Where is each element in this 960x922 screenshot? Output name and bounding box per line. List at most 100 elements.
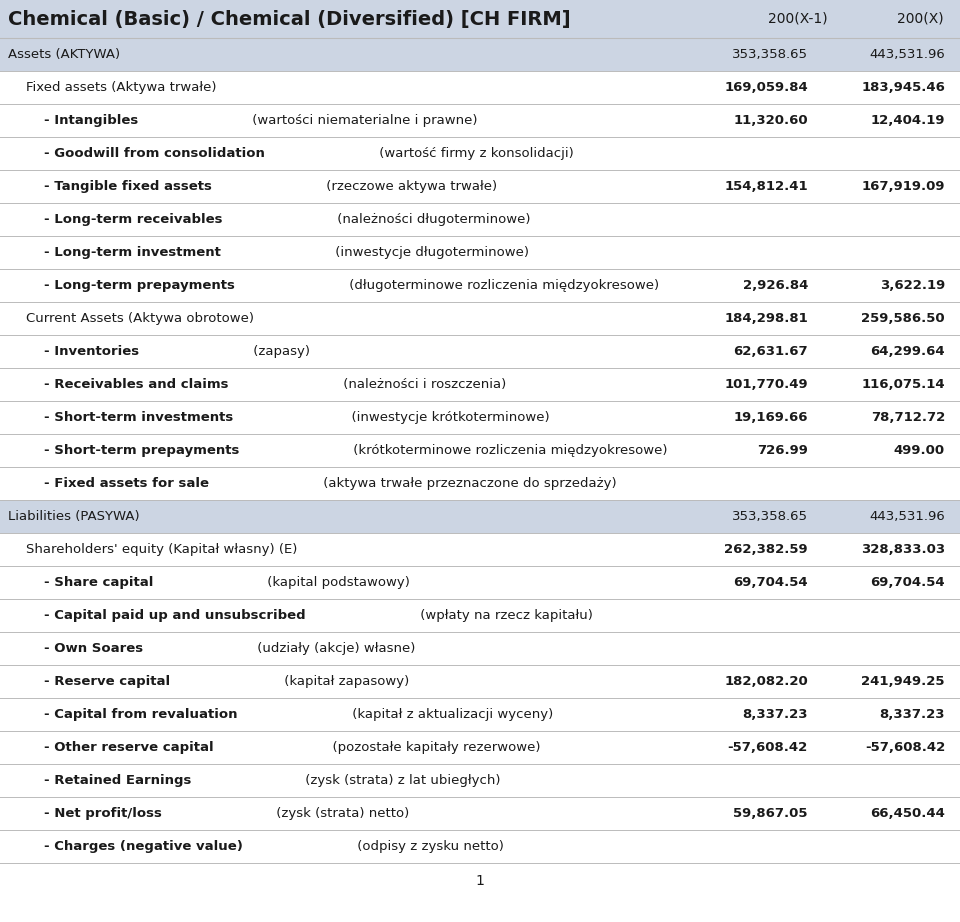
Bar: [0, 104, 960, 137]
Text: Chemical (Basic) / Chemical (Diversified) [CH FIRM]: Chemical (Basic) / Chemical (Diversified…: [8, 9, 570, 29]
Text: (aktywa trwałe przeznaczone do sprzedaży): (aktywa trwałe przeznaczone do sprzedaży…: [319, 477, 616, 490]
Bar: [0, 566, 960, 599]
Text: 499.00: 499.00: [894, 444, 945, 457]
Text: 19,169.66: 19,169.66: [733, 411, 808, 424]
Bar: [0, 830, 960, 863]
Text: 726.99: 726.99: [757, 444, 808, 457]
Bar: [0, 599, 960, 632]
Text: 62,631.67: 62,631.67: [733, 345, 808, 358]
Bar: [0, 203, 960, 236]
Text: 443,531.96: 443,531.96: [869, 48, 945, 61]
Text: Current Assets (Aktywa obrotowe): Current Assets (Aktywa obrotowe): [26, 312, 254, 325]
Text: - Reserve capital: - Reserve capital: [44, 675, 170, 688]
Text: Fixed assets (Aktywa trwałe): Fixed assets (Aktywa trwałe): [26, 81, 217, 94]
Bar: [0, 434, 960, 467]
Bar: [0, 38, 960, 71]
Text: (należności długoterminowe): (należności długoterminowe): [332, 213, 530, 226]
Text: 116,075.14: 116,075.14: [861, 378, 945, 391]
Text: 8,337.23: 8,337.23: [879, 708, 945, 721]
Text: 11,320.60: 11,320.60: [733, 114, 808, 127]
Text: (kapitał zapasowy): (kapitał zapasowy): [280, 675, 410, 688]
Text: (wpłaty na rzecz kapitału): (wpłaty na rzecz kapitału): [416, 609, 592, 622]
Text: 353,358.65: 353,358.65: [732, 48, 808, 61]
Bar: [0, 71, 960, 104]
Text: -57,608.42: -57,608.42: [728, 741, 808, 754]
Text: - Receivables and claims: - Receivables and claims: [44, 378, 228, 391]
Text: Shareholders' equity (Kapitał własny) (E): Shareholders' equity (Kapitał własny) (E…: [26, 543, 298, 556]
Text: 169,059.84: 169,059.84: [724, 81, 808, 94]
Text: 12,404.19: 12,404.19: [871, 114, 945, 127]
Text: 443,531.96: 443,531.96: [869, 510, 945, 523]
Text: Assets (AKTYWA): Assets (AKTYWA): [8, 48, 120, 61]
Bar: [0, 0, 960, 38]
Text: - Goodwill from consolidation: - Goodwill from consolidation: [44, 147, 265, 160]
Text: - Short-term investments: - Short-term investments: [44, 411, 233, 424]
Bar: [0, 368, 960, 401]
Bar: [0, 632, 960, 665]
Text: 183,945.46: 183,945.46: [861, 81, 945, 94]
Text: - Net profit/loss: - Net profit/loss: [44, 807, 162, 820]
Bar: [0, 137, 960, 170]
Text: 2,926.84: 2,926.84: [743, 279, 808, 292]
Bar: [0, 302, 960, 335]
Text: - Long-term receivables: - Long-term receivables: [44, 213, 223, 226]
Text: 241,949.25: 241,949.25: [861, 675, 945, 688]
Text: - Own Soares: - Own Soares: [44, 642, 143, 655]
Bar: [0, 170, 960, 203]
Text: (udziały (akcje) własne): (udziały (akcje) własne): [253, 642, 416, 655]
Bar: [0, 401, 960, 434]
Text: 69,704.54: 69,704.54: [871, 576, 945, 589]
Text: 64,299.64: 64,299.64: [871, 345, 945, 358]
Bar: [0, 269, 960, 302]
Text: - Intangibles: - Intangibles: [44, 114, 138, 127]
Text: - Other reserve capital: - Other reserve capital: [44, 741, 214, 754]
Text: - Capital from revaluation: - Capital from revaluation: [44, 708, 237, 721]
Text: (inwestycje długoterminowe): (inwestycje długoterminowe): [331, 246, 529, 259]
Text: 8,337.23: 8,337.23: [742, 708, 808, 721]
Bar: [0, 731, 960, 764]
Bar: [0, 533, 960, 566]
Text: - Short-term prepayments: - Short-term prepayments: [44, 444, 239, 457]
Text: 167,919.09: 167,919.09: [861, 180, 945, 193]
Text: Liabilities (PASYWA): Liabilities (PASYWA): [8, 510, 139, 523]
Text: - Long-term prepayments: - Long-term prepayments: [44, 279, 235, 292]
Bar: [0, 698, 960, 731]
Text: 101,770.49: 101,770.49: [725, 378, 808, 391]
Text: 154,812.41: 154,812.41: [725, 180, 808, 193]
Bar: [0, 236, 960, 269]
Text: - Retained Earnings: - Retained Earnings: [44, 774, 191, 787]
Bar: [0, 500, 960, 533]
Text: (zysk (strata) netto): (zysk (strata) netto): [272, 807, 409, 820]
Text: 59,867.05: 59,867.05: [733, 807, 808, 820]
Bar: [0, 764, 960, 797]
Text: (kapitał z aktualizacji wyceny): (kapitał z aktualizacji wyceny): [348, 708, 553, 721]
Bar: [0, 467, 960, 500]
Text: (długoterminowe rozliczenia międzyokresowe): (długoterminowe rozliczenia międzyokreso…: [345, 279, 660, 292]
Text: 66,450.44: 66,450.44: [870, 807, 945, 820]
Bar: [0, 797, 960, 830]
Text: 200(X-1): 200(X-1): [768, 12, 828, 26]
Text: - Inventories: - Inventories: [44, 345, 139, 358]
Text: (inwestycje krótkoterminowe): (inwestycje krótkoterminowe): [344, 411, 550, 424]
Text: 78,712.72: 78,712.72: [871, 411, 945, 424]
Text: -57,608.42: -57,608.42: [865, 741, 945, 754]
Text: - Long-term investment: - Long-term investment: [44, 246, 221, 259]
Text: (zysk (strata) z lat ubiegłych): (zysk (strata) z lat ubiegłych): [301, 774, 501, 787]
Text: (kapital podstawowy): (kapital podstawowy): [263, 576, 410, 589]
Text: - Share capital: - Share capital: [44, 576, 154, 589]
Text: (wartości niematerialne i prawne): (wartości niematerialne i prawne): [249, 114, 478, 127]
Text: - Capital paid up and unsubscribed: - Capital paid up and unsubscribed: [44, 609, 305, 622]
Bar: [0, 335, 960, 368]
Text: (należności i roszczenia): (należności i roszczenia): [339, 378, 506, 391]
Text: 69,704.54: 69,704.54: [733, 576, 808, 589]
Text: 353,358.65: 353,358.65: [732, 510, 808, 523]
Text: 262,382.59: 262,382.59: [725, 543, 808, 556]
Text: 184,298.81: 184,298.81: [724, 312, 808, 325]
Text: 200(X): 200(X): [897, 12, 944, 26]
Text: - Charges (negative value): - Charges (negative value): [44, 840, 243, 853]
Text: 328,833.03: 328,833.03: [861, 543, 945, 556]
Text: - Tangible fixed assets: - Tangible fixed assets: [44, 180, 212, 193]
Text: (krótkoterminowe rozliczenia międzyokresowe): (krótkoterminowe rozliczenia międzyokres…: [349, 444, 668, 457]
Text: 182,082.20: 182,082.20: [724, 675, 808, 688]
Text: (wartość firmy z konsolidacji): (wartość firmy z konsolidacji): [375, 147, 574, 160]
